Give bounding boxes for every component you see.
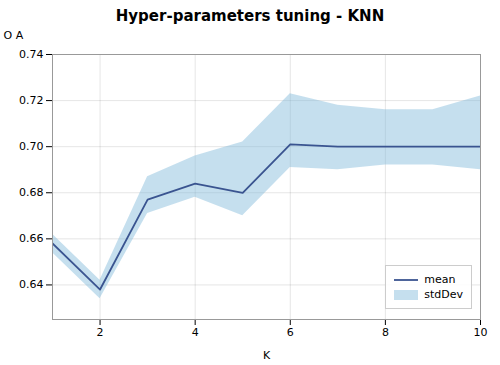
html-text:stdDev: stdDev [424,288,463,301]
svg-text:4: 4 [192,326,199,339]
svg-text:0.66: 0.66 [19,232,44,245]
svg-text:0.68: 0.68 [19,186,44,199]
svg-text:10: 10 [474,326,488,339]
svg-text:8: 8 [382,326,389,339]
html-text:Hyper-parameters tuning - KNN: Hyper-parameters tuning - KNN [115,7,385,25]
svg-text:K: K [263,349,271,362]
svg-text:6: 6 [287,326,294,339]
svg-text:O A: O A [4,29,24,42]
svg-text:2: 2 [97,326,104,339]
svg-text:0.72: 0.72 [19,94,44,107]
svg-text:0.74: 0.74 [19,48,44,61]
svg-text:0.70: 0.70 [19,140,44,153]
svg-text:0.64: 0.64 [19,278,44,291]
html-text:mean: mean [424,273,456,286]
